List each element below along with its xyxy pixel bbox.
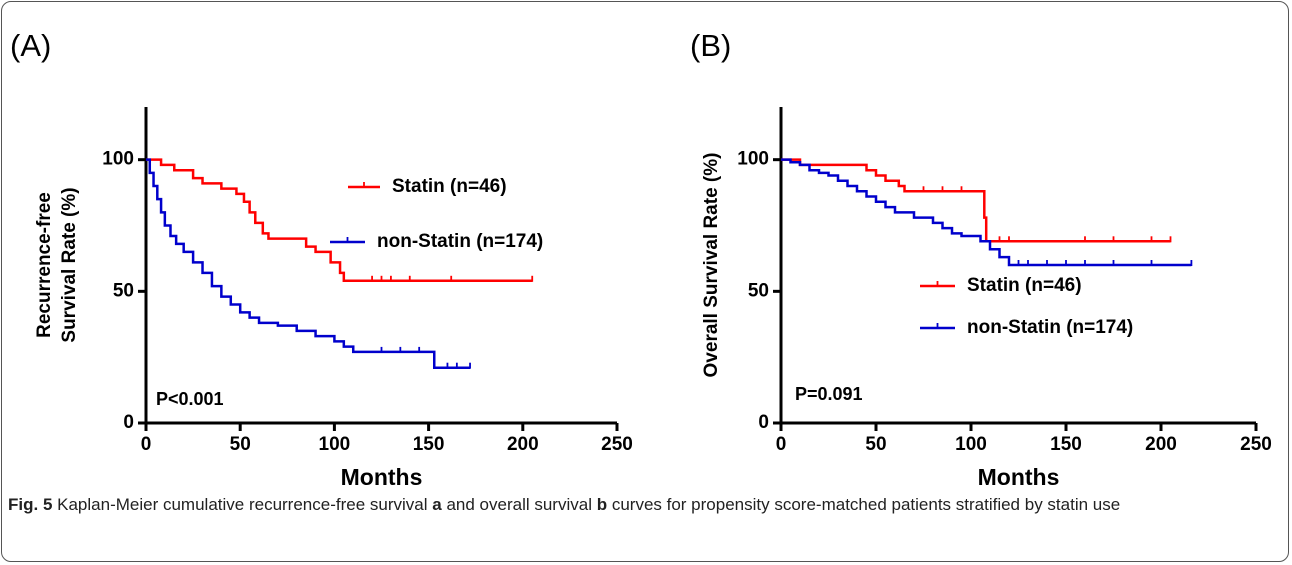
x-tick-label: 150 [413, 434, 445, 455]
survival-curve [146, 158, 471, 369]
chart-panel: 0 50 100 0 50 100 150 200 250 Months Recurrence-fr… [10, 28, 633, 490]
y-tick-label: 50 [113, 280, 134, 301]
legend-label: non-Statin (n=174) [377, 231, 543, 252]
x-tick-label: 50 [230, 434, 251, 455]
caption-part: b [596, 495, 608, 514]
y-axis-label: Recurrence-free [34, 192, 55, 338]
p-value: P=0.091 [795, 384, 863, 404]
y-axis-label: Overall Survival Rate (%) [701, 153, 722, 378]
survival-curve [146, 158, 533, 283]
x-tick-label: 200 [1145, 434, 1177, 455]
x-tick-label: 100 [955, 434, 987, 455]
x-tick-label: 0 [141, 434, 152, 455]
p-value: P<0.001 [156, 389, 224, 409]
caption-part: curves for propensity score-matched pati… [611, 495, 1121, 514]
y-axis-label: Survival Rate (%) [59, 187, 80, 342]
x-tick-label: 200 [507, 434, 539, 455]
panel-label: (B) [690, 28, 731, 63]
x-axis-label: Months [978, 464, 1060, 490]
x-tick-label: 150 [1050, 434, 1082, 455]
y-tick-label: 0 [758, 412, 769, 433]
x-tick-label: 250 [601, 434, 633, 455]
y-tick-label: 100 [737, 149, 769, 170]
y-tick-label: 0 [123, 412, 134, 433]
panel-label: (A) [10, 28, 51, 63]
legend-label: non-Statin (n=174) [967, 317, 1133, 338]
legend-label: Statin (n=46) [392, 176, 507, 197]
survival-curve [781, 158, 1192, 267]
caption-part: and overall survival [446, 495, 592, 514]
x-tick-label: 50 [865, 434, 886, 455]
y-tick-label: 50 [748, 280, 769, 301]
x-tick-label: 100 [319, 434, 351, 455]
chart-panel: 0 50 100 0 50 100 150 200 250 Months Overall Survi… [690, 28, 1272, 490]
caption: Fig. 5 Kaplan-Meier cumulative recurrenc… [8, 494, 1258, 516]
legend-label: Statin (n=46) [967, 275, 1082, 296]
x-tick-label: 250 [1240, 434, 1272, 455]
y-tick-label: 100 [102, 149, 134, 170]
caption-part: Kaplan-Meier cumulative recurrence-free … [57, 495, 428, 514]
survival-curve [781, 158, 1171, 243]
x-axis-label: Months [341, 464, 423, 490]
caption-part: Fig. 5 [8, 495, 53, 514]
figure: 0 50 100 0 50 100 150 200 250 Months Recurrence-fr… [10, 28, 1272, 490]
caption-part: a [432, 495, 442, 514]
x-tick-label: 0 [776, 434, 787, 455]
